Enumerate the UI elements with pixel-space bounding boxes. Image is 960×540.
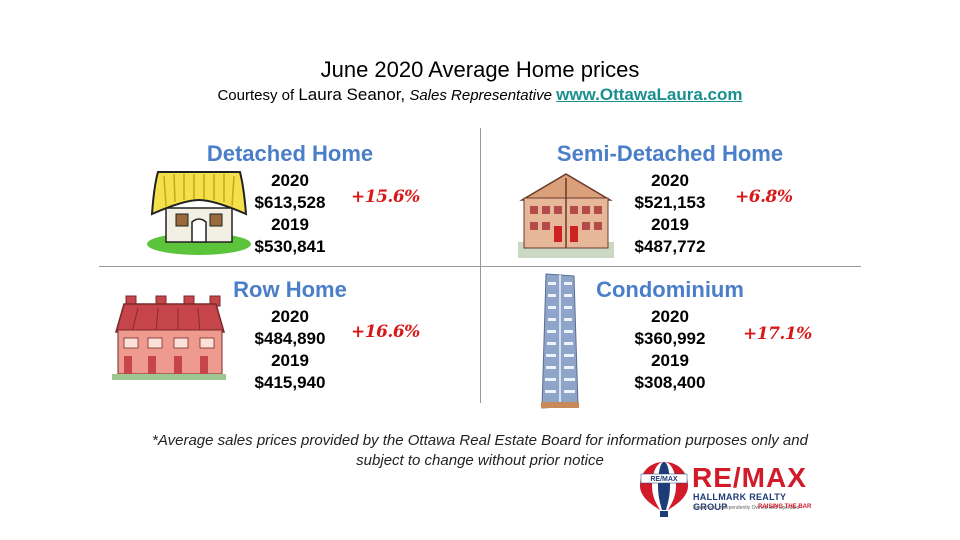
- condominium-change: +17.1%: [743, 324, 812, 344]
- vertical-divider: [480, 128, 481, 403]
- page-title: June 2020 Average Home prices: [320, 57, 640, 82]
- footnote: *Average sales prices provided by the Ot…: [110, 431, 850, 471]
- price-current: $521,153: [634, 193, 706, 212]
- year-previous: 2019: [271, 215, 309, 234]
- price-previous: $415,940: [254, 373, 326, 392]
- row-home-title: Row Home: [233, 277, 347, 302]
- row-home-change: +16.6%: [351, 322, 420, 342]
- condo-tower-icon: [541, 273, 579, 409]
- row-home-prices: 2020 $484,890 2019 $415,940: [220, 306, 360, 394]
- courtesy-line: Courtesy of Laura Seanor, Sales Represen…: [0, 85, 960, 106]
- detached-prices: 2020 $613,528 2019 $530,841: [220, 170, 360, 258]
- price-current: $613,528: [254, 193, 326, 212]
- semi-detached-change: +6.8%: [735, 187, 793, 207]
- semi-detached-prices: 2020 $521,153 2019 $487,772: [600, 170, 740, 258]
- remax-subtitle: HALLMARK REALTY GROUP: [693, 492, 787, 512]
- detached-home-title: Detached Home: [206, 141, 374, 166]
- year-current: 2020: [651, 307, 689, 326]
- row-houses-icon: [112, 295, 226, 380]
- website-link[interactable]: www.OttawaLaura.com: [556, 85, 743, 104]
- agent-role: Sales Representative: [409, 87, 552, 104]
- year-current: 2020: [271, 171, 309, 190]
- semi-detached-home-title: Semi-Detached Home: [556, 141, 784, 166]
- price-current: $484,890: [254, 329, 326, 348]
- detached-house-icon: [147, 171, 251, 255]
- remax-wordmark: RE/MAX: [692, 462, 807, 493]
- year-previous: 2019: [651, 215, 689, 234]
- price-previous: $308,400: [634, 373, 706, 392]
- year-current: 2020: [651, 171, 689, 190]
- footnote-line-2: subject to change without prior notice: [356, 452, 604, 469]
- year-current: 2020: [271, 307, 309, 326]
- hot-air-balloon-icon: RE/MAX: [640, 462, 688, 517]
- condominium-prices: 2020 $360,992 2019 $308,400: [600, 306, 740, 394]
- price-previous: $487,772: [634, 237, 706, 256]
- year-previous: 2019: [271, 351, 309, 370]
- remax-logo: RE/MAX RE/MAX HALLMARK REALTY GROUP Brok…: [638, 460, 818, 520]
- price-previous: $530,841: [254, 237, 326, 256]
- condominium-title: Condominium: [596, 277, 744, 302]
- horizontal-divider: [99, 266, 861, 267]
- remax-tagline: RAISING THE BAR: [758, 504, 812, 510]
- courtesy-prefix: Courtesy of: [217, 87, 295, 104]
- price-current: $360,992: [634, 329, 706, 348]
- balloon-text: RE/MAX: [650, 476, 678, 483]
- semi-detached-house-icon: [518, 173, 614, 258]
- footnote-line-1: *Average sales prices provided by the Ot…: [152, 432, 808, 449]
- year-previous: 2019: [651, 351, 689, 370]
- remax-brokerage-note: Brokerage. Independently Owned and Opera…: [693, 505, 800, 511]
- detached-change: +15.6%: [351, 187, 420, 207]
- agent-name: Laura Seanor,: [298, 85, 406, 104]
